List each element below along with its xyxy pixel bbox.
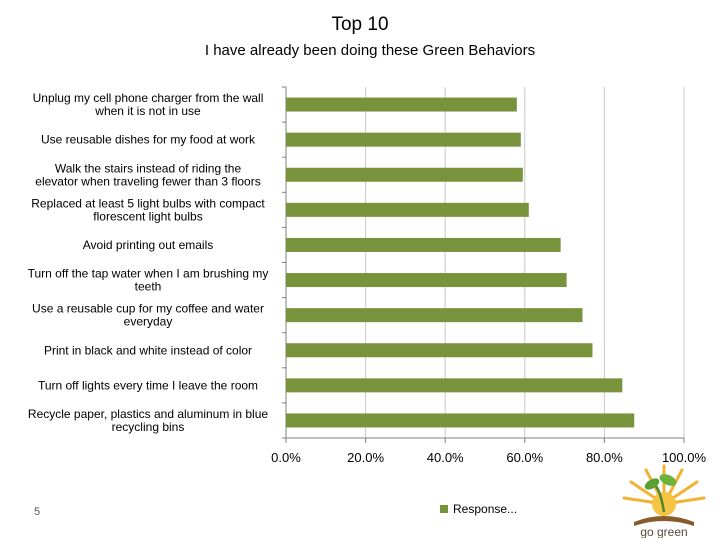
bar (286, 378, 623, 393)
x-tick-label: 80.0% (586, 450, 623, 465)
x-tick-label: 40.0% (427, 450, 464, 465)
bar (286, 343, 593, 358)
x-tick-label: 60.0% (506, 450, 543, 465)
x-tick-label: 20.0% (347, 450, 384, 465)
go-green-logo: go green (622, 464, 706, 538)
legend-swatch (440, 505, 448, 513)
sun-icon (652, 492, 676, 516)
category-label: Avoid printing out emails (83, 238, 214, 252)
bar (286, 202, 529, 217)
bar (286, 132, 521, 147)
bar (286, 167, 523, 182)
logo-text: go green (640, 525, 687, 538)
leaf-right-icon (659, 474, 677, 486)
bar (286, 97, 517, 112)
sprout-stem-icon (654, 485, 666, 513)
bar (286, 413, 635, 428)
page-number: 5 (34, 506, 41, 518)
legend-label: Response... (453, 502, 518, 516)
book-icon (634, 516, 694, 526)
category-label: Turn off lights every time I leave the r… (38, 378, 258, 392)
chart-title: Top 10 (331, 14, 389, 35)
legend: Response... (440, 502, 517, 516)
chart-subtitle: I have already been doing these Green Be… (204, 42, 536, 59)
category-label: Use a reusable cup for my coffee and wat… (32, 302, 264, 329)
leaf-left-icon (644, 478, 660, 490)
category-label: Walk the stairs instead of riding the ele… (35, 161, 260, 188)
category-label: Replaced at least 5 light bulbs with com… (31, 196, 265, 223)
category-label: Print in black and white instead of colo… (44, 343, 252, 357)
x-tick-label: 0.0% (271, 450, 301, 465)
bar (286, 308, 583, 323)
category-label: Recycle paper, plastics and aluminum in … (28, 407, 268, 434)
bar (286, 237, 561, 252)
category-label: Unplug my cell phone charger from the wa… (33, 91, 264, 118)
x-tick-label: 100.0% (662, 450, 707, 465)
bar (286, 273, 567, 288)
category-label: Turn off the tap water when I am brushin… (28, 267, 269, 294)
category-label: Use reusable dishes for my food at work (41, 133, 256, 147)
